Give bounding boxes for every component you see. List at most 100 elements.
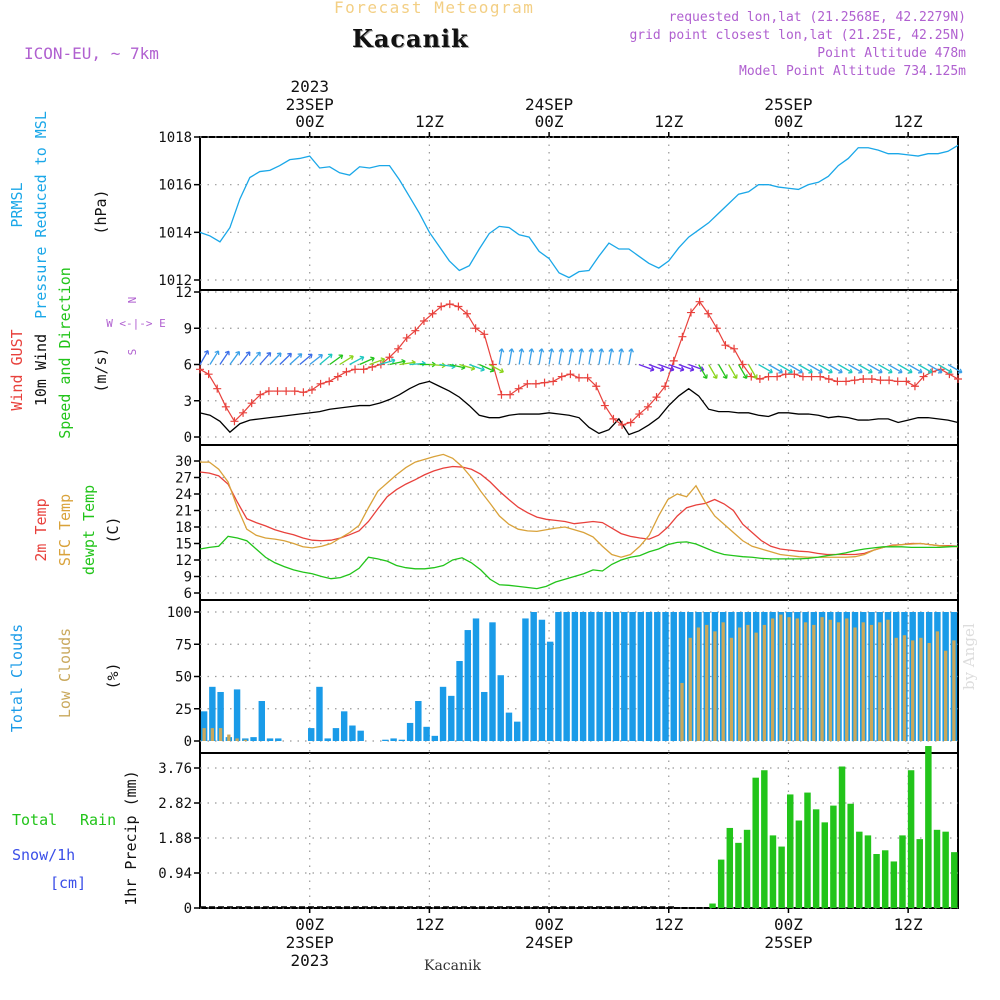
- gust-marker: [282, 387, 291, 396]
- wind-arrow-head: [508, 348, 515, 353]
- top-time-label: 12Z: [654, 112, 683, 131]
- wind-arrow: [359, 357, 375, 366]
- gust-marker: [230, 417, 239, 426]
- wind-arrow-head: [558, 348, 565, 353]
- gust-marker: [497, 390, 506, 399]
- total-cloud-bar: [217, 691, 224, 741]
- gust-marker: [368, 362, 377, 371]
- rain-bar: [717, 859, 725, 908]
- wind-arrow: [329, 354, 343, 366]
- wind-arrow: [369, 358, 385, 366]
- point-altitude: Point Altitude 478m: [817, 46, 966, 61]
- gust-marker: [643, 402, 652, 411]
- rain-bar: [821, 822, 828, 908]
- top-time-label: 00Z: [774, 112, 803, 131]
- wind-arrow-head: [848, 368, 853, 374]
- wind-arrow: [488, 363, 504, 373]
- y-tick-label: 9: [184, 570, 192, 586]
- gust-marker: [635, 410, 644, 419]
- gust-marker: [583, 373, 592, 382]
- gust-marker: [859, 375, 868, 383]
- wind-arrow: [877, 363, 893, 374]
- rain-bar: [933, 829, 941, 908]
- total-cloud-bar: [324, 738, 331, 741]
- gust-marker: [626, 418, 635, 427]
- wind-arrow-head: [679, 366, 685, 372]
- wind-arrow-head: [489, 367, 495, 373]
- precip-ylabel: 1hr Precip (mm): [122, 770, 140, 905]
- total-cloud-bar: [415, 701, 422, 741]
- gust-marker: [402, 333, 411, 342]
- compass-axis: W <-|-> E: [106, 317, 166, 330]
- low-cloud-bar: [746, 624, 750, 741]
- wind-arrow: [728, 364, 738, 379]
- wind-arrow-head: [742, 374, 748, 379]
- wind-title: 10m Wind: [32, 334, 50, 406]
- wind-arrow-head: [752, 374, 758, 379]
- total-cloud-bar: [349, 725, 356, 741]
- y-tick-label: 27: [175, 471, 192, 487]
- total-cloud-bar: [678, 612, 686, 741]
- y-tick-label: 18: [175, 520, 192, 536]
- wind-arrow: [279, 352, 292, 365]
- gust-marker: [790, 370, 799, 379]
- total-cloud-bar: [563, 612, 570, 741]
- rain-bar: [890, 861, 898, 908]
- gust-marker: [290, 387, 299, 396]
- gust-marker: [411, 326, 420, 335]
- wind-arrow-head: [390, 358, 396, 364]
- wind-arrow: [498, 348, 503, 365]
- wind-arrow: [818, 363, 833, 374]
- wind-arrow: [937, 363, 953, 374]
- y-tick-label: 0: [184, 430, 192, 446]
- bottom-time-label: 12Z: [894, 915, 923, 934]
- gust-marker: [566, 370, 575, 379]
- wind-arrow: [508, 348, 513, 365]
- wind-arrow-head: [598, 348, 605, 353]
- gust-marker: [221, 402, 230, 411]
- gust-marker: [592, 382, 601, 391]
- gust-marker: [833, 377, 842, 386]
- wind-arrow: [808, 363, 823, 374]
- rain-bar: [795, 820, 803, 908]
- wind-arrow: [847, 363, 863, 374]
- total-rain-title-2: Rain: [80, 811, 116, 829]
- total-cloud-bar: [308, 728, 315, 741]
- wind-arrow-head: [480, 366, 485, 372]
- top-date-label: 23SEP: [286, 95, 334, 114]
- gust-marker: [359, 365, 368, 374]
- wind-arrow: [439, 363, 456, 368]
- gust-marker: [575, 373, 583, 382]
- low-cloud-bar: [911, 640, 915, 741]
- gust-marker: [523, 379, 532, 388]
- wind-arrow-head: [818, 368, 823, 374]
- wind-arrow: [309, 354, 323, 366]
- gust-marker: [600, 401, 609, 410]
- gust-marker: [264, 387, 273, 396]
- wind-arrow-head: [370, 356, 375, 362]
- gust-marker: [196, 365, 204, 374]
- wind-arrow: [289, 353, 303, 365]
- low-cloud-bar: [803, 622, 808, 741]
- wind-arrow-head: [204, 350, 210, 355]
- total-cloud-bar: [233, 689, 241, 741]
- y-tick-label: 12: [175, 285, 192, 301]
- wind-arrow: [927, 363, 943, 374]
- rain-bar: [761, 770, 768, 908]
- y-tick-label: 25: [175, 702, 192, 718]
- low-cloud-bar: [869, 624, 874, 741]
- wind-arrow: [409, 362, 426, 366]
- gust-marker: [316, 379, 325, 388]
- low-cloud-bar: [845, 618, 849, 741]
- wind-arrow-head: [669, 366, 675, 372]
- low-cloud-bar: [886, 619, 890, 741]
- wind-arrow-head: [608, 348, 615, 353]
- total-cloud-bar: [497, 675, 504, 741]
- rain-bar: [735, 842, 742, 908]
- wind-arrow-head: [897, 368, 903, 374]
- total-cloud-bar: [431, 735, 439, 741]
- total-cloud-bar: [332, 728, 340, 741]
- gust-marker: [480, 330, 489, 339]
- wind-arrow: [747, 364, 758, 379]
